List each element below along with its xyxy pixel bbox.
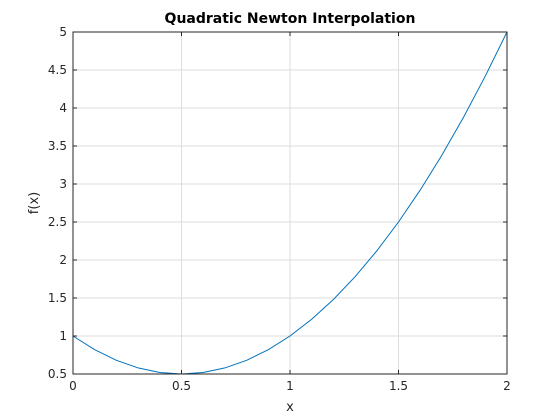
y-tick-label: 4.5 [48,63,67,77]
plot-area: 0 0.5 1 1.5 20.511.522.533.544.55 [48,25,511,393]
x-axis-label: x [286,400,294,415]
y-tick-label: 1.5 [48,291,67,305]
y-tick-label: 3.5 [48,139,67,153]
x-tick-label: 1 [286,379,294,393]
chart-title: Quadratic Newton Interpolation [165,11,416,27]
x-tick-label: 0.5 [172,379,191,393]
y-tick-label: 4 [59,101,67,115]
x-tick-label: 0 [69,379,77,393]
y-tick-label: 2 [59,253,67,267]
y-tick-label: 1 [59,329,67,343]
y-tick-label: 5 [59,25,67,39]
x-tick-label: 2 [503,379,511,393]
x-tick-label: 1.5 [389,379,408,393]
y-axis-label: f(x) [27,192,42,214]
y-tick-label: 0.5 [48,367,67,381]
y-tick-label: 2.5 [48,215,67,229]
y-tick-label: 3 [59,177,67,191]
